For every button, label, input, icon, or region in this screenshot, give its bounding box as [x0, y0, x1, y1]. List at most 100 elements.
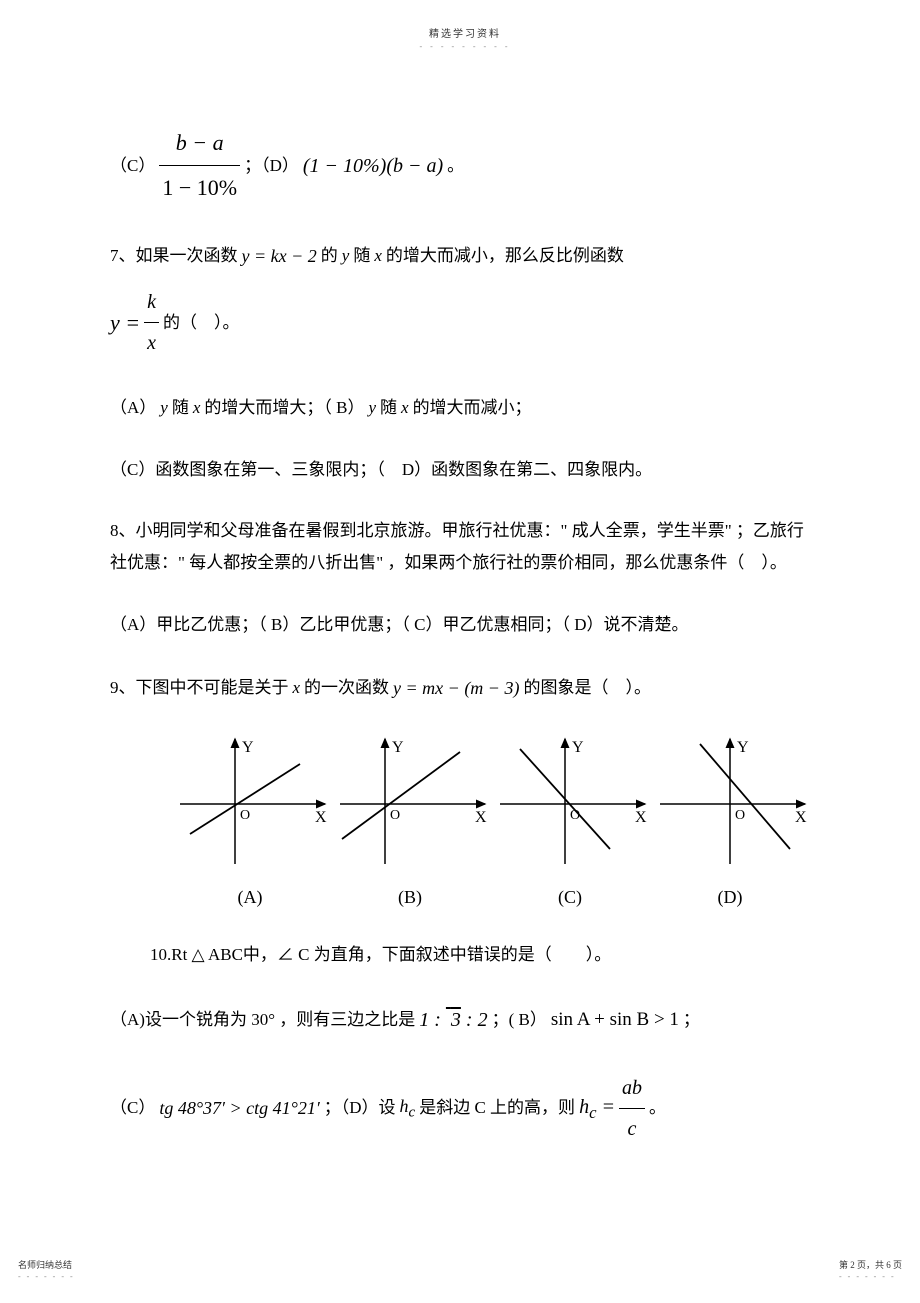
q6-sep: ；（D）	[244, 149, 299, 183]
q7-prefix: 7、如果一次函数	[110, 239, 238, 273]
page-header-title: 精选学习资料	[110, 25, 820, 40]
q7-b-x: x	[401, 391, 409, 425]
q7-line1: 7、如果一次函数 y = kx − 2 的 y 随 x 的增大而减小，那么反比例…	[110, 238, 820, 274]
svg-text:X: X	[315, 809, 327, 826]
q7-a-x: x	[193, 391, 201, 425]
q9-mid: 的一次函数	[304, 671, 389, 705]
q7-a-suffix: 的增大而增大；（ B）	[204, 391, 364, 425]
q6-options: （C） b − a 1 − 10% ；（D） (1 − 10%)(b − a) …	[110, 121, 820, 210]
q10-d-num: ab	[619, 1068, 645, 1109]
q10-hc-h: h	[400, 1096, 409, 1116]
q7-line2: y = k x 的（ ）。	[110, 282, 820, 363]
svg-text:X: X	[635, 809, 647, 826]
q7-expr1: y = kx − 2	[242, 238, 317, 274]
q6-d-expr: (1 − 10%)(b − a)	[303, 146, 443, 186]
q10-a-post: : 2	[461, 1009, 488, 1031]
q7-mid1: 的	[321, 239, 338, 273]
q8-opts: （A）甲比乙优惠；（ B）乙比甲优惠；（ C）甲乙优惠相同；（ D）说不清楚。	[110, 608, 820, 642]
q6-c-den: 1 − 10%	[159, 166, 240, 210]
q7-frac-num: k	[144, 282, 159, 323]
graph-a-label: (A)	[170, 887, 330, 908]
svg-text:Y: Y	[572, 739, 584, 756]
q10-body: 10.Rt △ ABC中，∠ C 为直角，下面叙述中错误的是（ ）。	[150, 938, 820, 972]
q7-a-y: y	[160, 391, 168, 425]
q10-hc: hc	[400, 1088, 416, 1128]
graph-b: Y X O (B)	[330, 734, 490, 908]
q9-x: x	[293, 671, 301, 705]
main-content: （C） b − a 1 − 10% ；（D） (1 − 10%)(b − a) …	[110, 121, 820, 1149]
q9: 9、下图中不可能是关于 x 的一次函数 y = mx − (m − 3) 的图象…	[110, 670, 820, 706]
q10-a-sep: ；( B）	[492, 1003, 547, 1037]
graph-a: Y X O (A)	[170, 734, 330, 908]
graph-d: Y X O (D)	[650, 734, 810, 908]
q10-a-expr: 1 : 3 : 2	[419, 1000, 487, 1040]
svg-text:Y: Y	[242, 739, 254, 756]
q7-b-mid1: 随	[380, 391, 397, 425]
q7-y-eq: y =	[110, 301, 140, 345]
q10-d-lhs: h	[579, 1096, 589, 1118]
q10-c-sep: ；（D）设	[324, 1091, 396, 1125]
svg-text:O: O	[390, 808, 400, 823]
q9-expr: y = mx − (m − 3)	[393, 670, 519, 706]
q7-x: x	[374, 239, 382, 273]
graph-b-label: (B)	[330, 887, 490, 908]
q6-c-num: b − a	[159, 121, 240, 166]
graph-d-label: (D)	[650, 887, 810, 908]
q7-mid2: 随	[353, 239, 370, 273]
q10-d-frac: ab c	[619, 1068, 645, 1149]
footer-right-dots: - - - - - - -	[839, 1272, 896, 1281]
svg-text:Y: Y	[737, 739, 749, 756]
svg-text:X: X	[795, 809, 807, 826]
q10-b-end: ；	[683, 1003, 700, 1037]
graph-c-svg: Y X O	[490, 734, 650, 874]
q10-hc-sub: c	[409, 1105, 416, 1121]
q7-y: y	[342, 239, 350, 273]
q10-c-expr: tg 48°37′ > ctg 41°21′	[159, 1090, 319, 1126]
q7-frac-den: x	[144, 323, 159, 363]
graph-a-svg: Y X O	[170, 734, 330, 874]
q7-opts-cd: （C）函数图象在第一、三象限内；（ D）函数图象在第二、四象限内。	[110, 453, 820, 487]
q10-c-prefix: （C）	[110, 1091, 155, 1125]
q10-c-mid: 是斜边 C 上的高，则	[419, 1091, 575, 1125]
q7-frac: k x	[144, 282, 159, 363]
q7-mid3: 的增大而减小，那么反比例函数	[386, 239, 624, 273]
q6-c-label: （C）	[110, 149, 155, 183]
footer-left-dots: - - - - - - -	[18, 1272, 75, 1281]
q6-c-frac: b − a 1 − 10%	[159, 121, 240, 210]
q7-opts-ab: （A） y 随 x 的增大而增大；（ B） y 随 x 的增大而减小；	[110, 391, 820, 425]
q7: 7、如果一次函数 y = kx − 2 的 y 随 x 的增大而减小，那么反比例…	[110, 238, 820, 363]
q10-a-sqrt: 3	[451, 1009, 461, 1031]
q7-b-suffix: 的增大而减小；	[413, 391, 532, 425]
svg-text:Y: Y	[392, 739, 404, 756]
q10-opts-cd: （C） tg 48°37′ > ctg 41°21′ ；（D）设 hc 是斜边 …	[110, 1068, 820, 1149]
q10-b-expr: sin A + sin B > 1	[551, 1001, 679, 1039]
graph-b-svg: Y X O	[330, 734, 490, 874]
svg-text:O: O	[240, 808, 250, 823]
graph-c: Y X O (C)	[490, 734, 650, 908]
svg-text:O: O	[735, 808, 745, 823]
q6-end: 。	[447, 149, 464, 183]
q10-d-eqsign: =	[596, 1096, 615, 1118]
q7-a-prefix: （A）	[110, 391, 156, 425]
footer-right-text: 第 2 页，共 6 页	[839, 1260, 902, 1270]
footer-left: 名师归纳总结 - - - - - - -	[18, 1258, 75, 1281]
footer-left-text: 名师归纳总结	[18, 1260, 72, 1270]
q7-b-y: y	[368, 391, 376, 425]
q10-d-den: c	[619, 1109, 645, 1149]
page-header-dots: - - - - - - - - -	[110, 42, 820, 51]
q7-a-mid1: 随	[172, 391, 189, 425]
q7-line2-suffix: 的（ ）。	[163, 306, 240, 340]
q9-graphs: Y X O (A) Y X O (B)	[170, 734, 780, 908]
q10-a-prefix: （A)设一个锐角为 30° ，则有三边之比是	[110, 1003, 415, 1037]
q10-d-eq: hc =	[579, 1087, 615, 1129]
q9-prefix: 9、下图中不可能是关于	[110, 671, 289, 705]
q8-body: 8、小明同学和父母准备在暑假到北京旅游。甲旅行社优惠：" 成人全票，学生半票" …	[110, 515, 820, 580]
graph-d-svg: Y X O	[650, 734, 810, 874]
q9-suffix: 的图象是（ ）。	[523, 671, 651, 705]
footer-right: 第 2 页，共 6 页 - - - - - - -	[839, 1258, 902, 1281]
svg-text:X: X	[475, 809, 487, 826]
q10-d-end: 。	[649, 1091, 666, 1125]
q10-opts-ab: （A)设一个锐角为 30° ，则有三边之比是 1 : 3 : 2 ；( B） s…	[110, 1000, 820, 1040]
graph-c-label: (C)	[490, 887, 650, 908]
q10-a-pre: 1 :	[419, 1009, 446, 1031]
